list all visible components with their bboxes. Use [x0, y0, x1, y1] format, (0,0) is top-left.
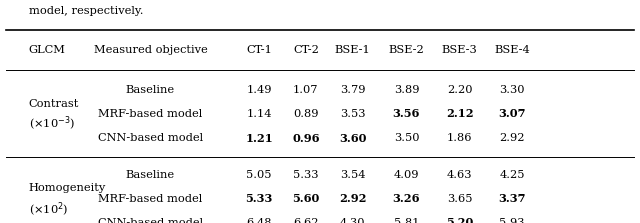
Text: 2.20: 2.20 — [447, 85, 472, 95]
Text: Baseline: Baseline — [126, 170, 175, 180]
Text: 5.93: 5.93 — [499, 218, 525, 223]
Text: MRF-based model: MRF-based model — [99, 194, 202, 204]
Text: 5.33: 5.33 — [246, 193, 273, 204]
Text: 1.14: 1.14 — [246, 109, 272, 119]
Text: ($\times$10$^{2}$): ($\times$10$^{2}$) — [29, 200, 68, 219]
Text: 3.30: 3.30 — [499, 85, 525, 95]
Text: model, respectively.: model, respectively. — [29, 6, 143, 16]
Text: 5.81: 5.81 — [394, 218, 419, 223]
Text: 3.50: 3.50 — [394, 133, 419, 143]
Text: 5.05: 5.05 — [246, 170, 272, 180]
Text: Homogeneity: Homogeneity — [29, 184, 106, 193]
Text: MRF-based model: MRF-based model — [99, 109, 202, 119]
Text: Contrast: Contrast — [29, 99, 79, 109]
Text: CNN-based model: CNN-based model — [98, 218, 203, 223]
Text: 1.49: 1.49 — [246, 85, 272, 95]
Text: 3.26: 3.26 — [393, 193, 420, 204]
Text: 1.86: 1.86 — [447, 133, 472, 143]
Text: 3.56: 3.56 — [393, 108, 420, 119]
Text: 3.89: 3.89 — [394, 85, 419, 95]
Text: 3.65: 3.65 — [447, 194, 472, 204]
Text: 3.54: 3.54 — [340, 170, 365, 180]
Text: BSE-1: BSE-1 — [335, 45, 371, 55]
Text: 2.92: 2.92 — [499, 133, 525, 143]
Text: 6.48: 6.48 — [246, 218, 272, 223]
Text: 2.92: 2.92 — [339, 193, 366, 204]
Text: 6.62: 6.62 — [293, 218, 319, 223]
Text: BSE-2: BSE-2 — [388, 45, 424, 55]
Text: 3.37: 3.37 — [499, 193, 525, 204]
Text: BSE-4: BSE-4 — [494, 45, 530, 55]
Text: 5.20: 5.20 — [446, 217, 473, 223]
Text: 3.60: 3.60 — [339, 133, 366, 144]
Text: 5.60: 5.60 — [292, 193, 319, 204]
Text: 2.12: 2.12 — [445, 108, 474, 119]
Text: CT-2: CT-2 — [293, 45, 319, 55]
Text: 3.53: 3.53 — [340, 109, 365, 119]
Text: 0.96: 0.96 — [292, 133, 319, 144]
Text: 1.21: 1.21 — [245, 133, 273, 144]
Text: GLCM: GLCM — [29, 45, 66, 55]
Text: 4.63: 4.63 — [447, 170, 472, 180]
Text: CT-1: CT-1 — [246, 45, 272, 55]
Text: 4.09: 4.09 — [394, 170, 419, 180]
Text: 1.07: 1.07 — [293, 85, 319, 95]
Text: 3.79: 3.79 — [340, 85, 365, 95]
Text: 4.25: 4.25 — [499, 170, 525, 180]
Text: 5.33: 5.33 — [293, 170, 319, 180]
Text: CNN-based model: CNN-based model — [98, 133, 203, 143]
Text: 4.30: 4.30 — [340, 218, 365, 223]
Text: ($\times$10$^{-3}$): ($\times$10$^{-3}$) — [29, 115, 75, 133]
Text: Baseline: Baseline — [126, 85, 175, 95]
Text: BSE-3: BSE-3 — [442, 45, 477, 55]
Text: 3.07: 3.07 — [499, 108, 525, 119]
Text: Measured objective: Measured objective — [93, 45, 207, 55]
Text: 0.89: 0.89 — [293, 109, 319, 119]
